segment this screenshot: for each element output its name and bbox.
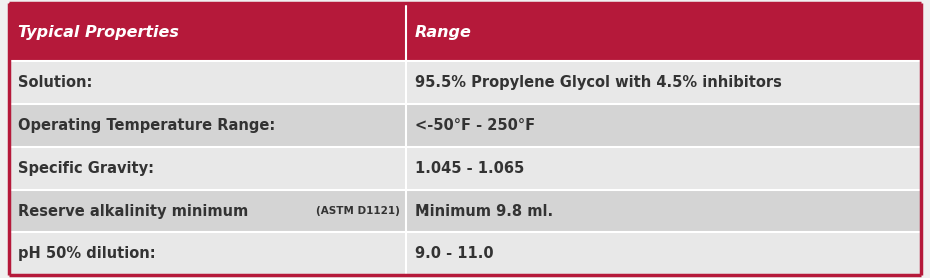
Text: 95.5% Propylene Glycol with 4.5% inhibitors: 95.5% Propylene Glycol with 4.5% inhibit… — [415, 75, 782, 90]
Bar — [9, 147, 921, 190]
Text: Minimum 9.8 ml.: Minimum 9.8 ml. — [415, 203, 553, 219]
Text: Solution:: Solution: — [19, 75, 93, 90]
Text: :: : — [422, 203, 428, 219]
Bar — [9, 3, 921, 61]
Text: pH 50% dilution:: pH 50% dilution: — [19, 246, 156, 261]
Text: Range: Range — [415, 24, 472, 39]
Text: 9.0 - 11.0: 9.0 - 11.0 — [415, 246, 494, 261]
Text: Operating Temperature Range:: Operating Temperature Range: — [19, 118, 275, 133]
Bar — [9, 104, 921, 147]
Text: Typical Properties: Typical Properties — [19, 24, 179, 39]
Text: <-50°F - 250°F: <-50°F - 250°F — [415, 118, 535, 133]
Bar — [9, 190, 921, 232]
Bar — [9, 61, 921, 104]
Text: 1.045 - 1.065: 1.045 - 1.065 — [415, 161, 525, 176]
Text: Reserve alkalinity minimum: Reserve alkalinity minimum — [19, 203, 254, 219]
Text: Specific Gravity:: Specific Gravity: — [19, 161, 154, 176]
Bar — [9, 232, 921, 275]
Text: (ASTM D1121): (ASTM D1121) — [316, 206, 400, 216]
